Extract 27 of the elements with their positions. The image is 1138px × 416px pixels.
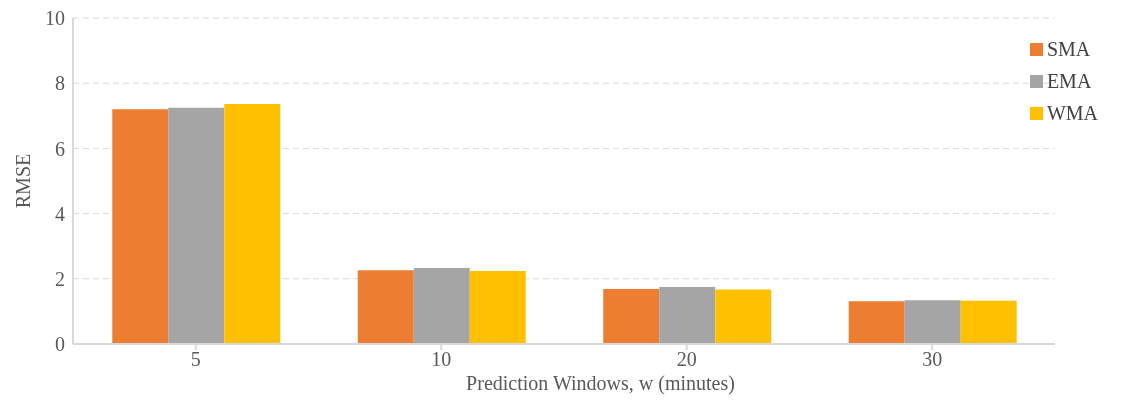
legend-label: WMA <box>1046 101 1098 126</box>
y-tick-label: 2 <box>55 267 65 290</box>
y-tick-label: 4 <box>55 202 65 225</box>
y-tick-label: 10 <box>45 7 65 30</box>
bar <box>357 270 414 344</box>
bar <box>715 289 772 344</box>
x-tick-label: 10 <box>431 348 452 371</box>
x-tick-label: 30 <box>922 348 943 371</box>
bar <box>413 268 470 344</box>
x-tick-label: 20 <box>676 348 697 371</box>
bar <box>904 300 961 344</box>
legend-label: SMA <box>1046 37 1091 62</box>
bar <box>168 107 225 344</box>
bar <box>659 286 716 344</box>
y-tick-label: 6 <box>55 137 65 160</box>
bar <box>848 301 905 344</box>
bar <box>224 104 281 344</box>
y-tick-label: 0 <box>55 333 65 356</box>
y-tick-label: 8 <box>55 72 65 95</box>
bar <box>112 109 169 344</box>
bar <box>960 300 1017 344</box>
y-axis-title: RMSE <box>12 153 35 209</box>
bar <box>469 270 526 344</box>
bar <box>603 288 660 344</box>
x-axis-title: Prediction Windows, w (minutes) <box>465 372 736 395</box>
legend-label: EMA <box>1046 69 1092 94</box>
x-tick-label: 5 <box>190 348 201 371</box>
